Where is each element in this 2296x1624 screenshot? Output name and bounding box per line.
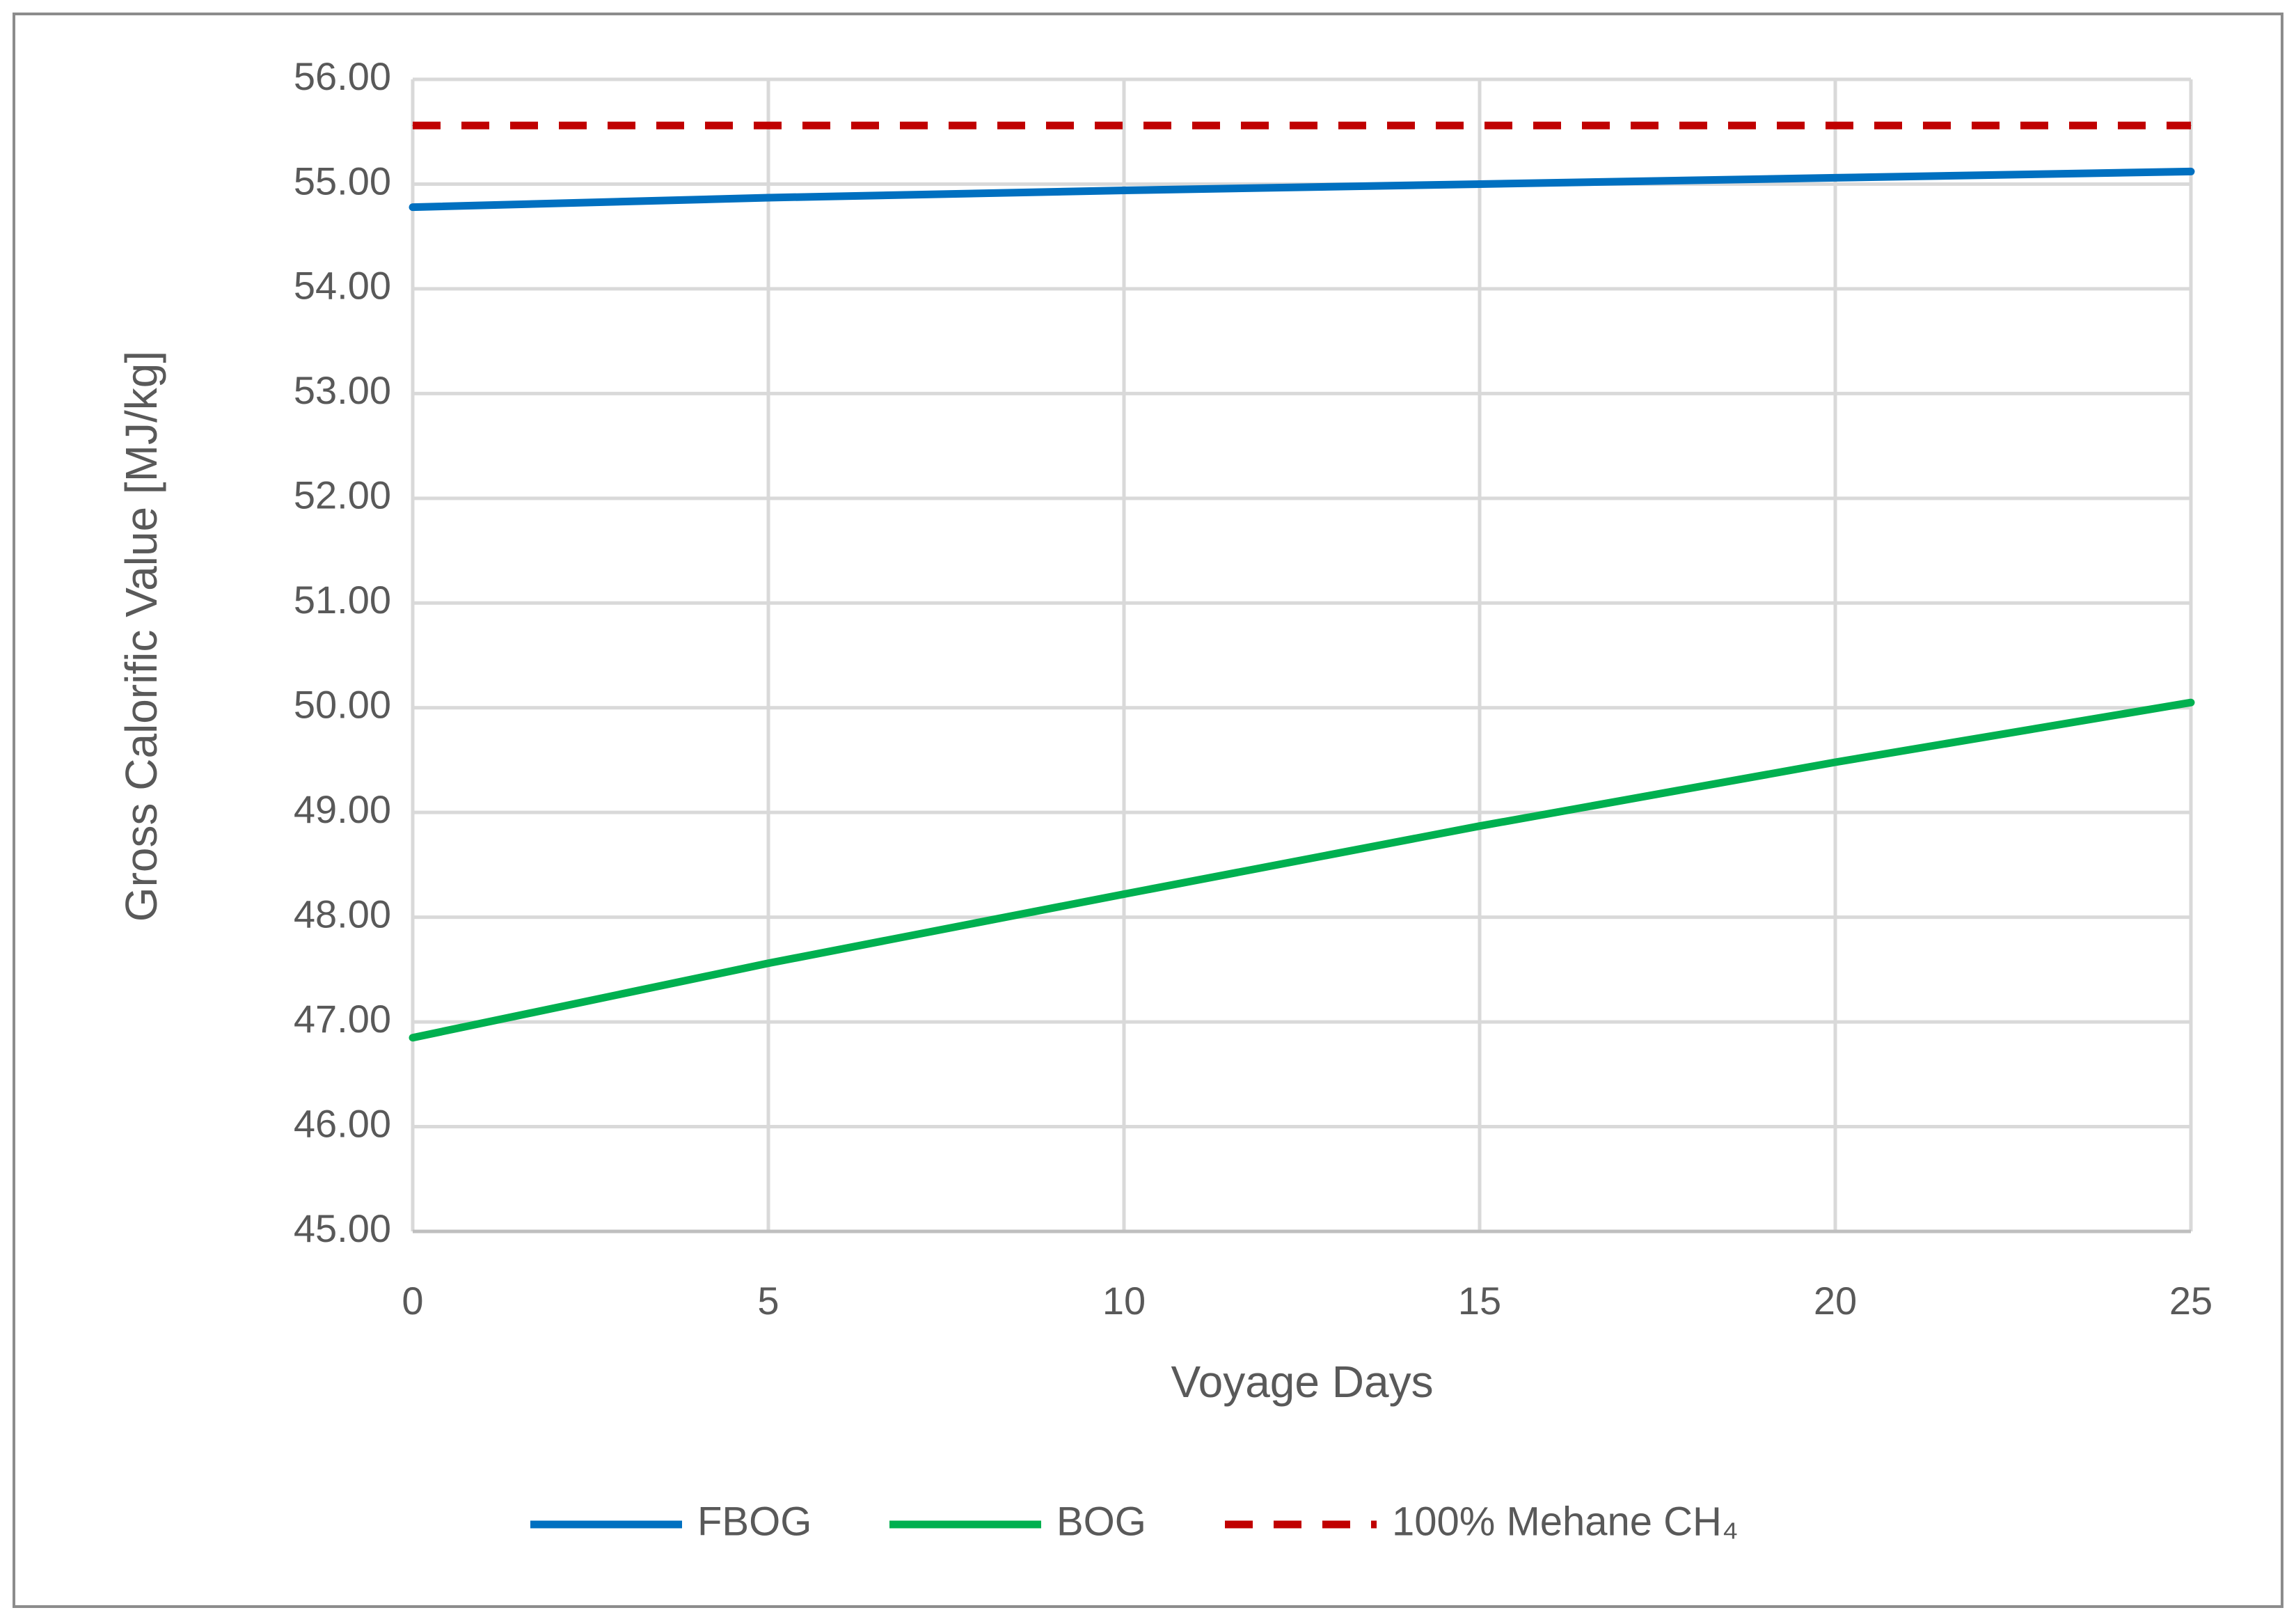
series-point [2190, 125, 2192, 126]
legend: FBOG BOG 100% Mehane CH₄ [530, 1499, 1739, 1544]
y-axis-label: Gross Calorific Value [MJ/kg] [116, 351, 166, 922]
series-line-bog [409, 698, 2195, 1042]
y-tick-labels: 45.00 46.00 47.00 48.00 49.00 50.00 51.00 52.00… [294, 54, 391, 1250]
x-tick-label: 25 [2169, 1279, 2212, 1323]
chart-frame [13, 13, 2283, 1608]
legend-label: BOG [1056, 1499, 1146, 1544]
y-tick-label: 49.00 [294, 787, 391, 831]
y-tick-label: 56.00 [294, 54, 391, 98]
y-tick-label: 50.00 [294, 683, 391, 727]
series-lines [409, 121, 2195, 1042]
y-tick-label: 45.00 [294, 1206, 391, 1250]
x-axis-label: Voyage Days [1171, 1357, 1433, 1407]
y-tick-label: 54.00 [294, 264, 391, 308]
series-point [1123, 189, 1125, 191]
y-tick-label: 53.00 [294, 368, 391, 412]
legend-label: FBOG [697, 1499, 811, 1544]
series-point [2190, 171, 2192, 172]
y-tick-label: 51.00 [294, 578, 391, 622]
y-gridlines [413, 77, 2191, 1129]
x-tick-label: 0 [402, 1279, 423, 1323]
x-tick-label: 5 [757, 1279, 779, 1323]
y-tick-label: 46.00 [294, 1101, 391, 1145]
series-point [2190, 702, 2192, 703]
x-tick-label: 20 [1814, 1279, 1857, 1323]
y-tick-label: 55.00 [294, 159, 391, 203]
x-tick-label: 10 [1102, 1279, 1146, 1323]
legend-label: 100% Mehane CH₄ [1392, 1499, 1739, 1544]
y-tick-label: 47.00 [294, 997, 391, 1041]
y-tick-label: 48.00 [294, 892, 391, 936]
series-line-fbog [409, 167, 2195, 212]
y-tick-label: 52.00 [294, 473, 391, 517]
x-tick-label: 15 [1458, 1279, 1501, 1323]
x-tick-labels: 0 5 10 15 20 25 [402, 1279, 2212, 1323]
